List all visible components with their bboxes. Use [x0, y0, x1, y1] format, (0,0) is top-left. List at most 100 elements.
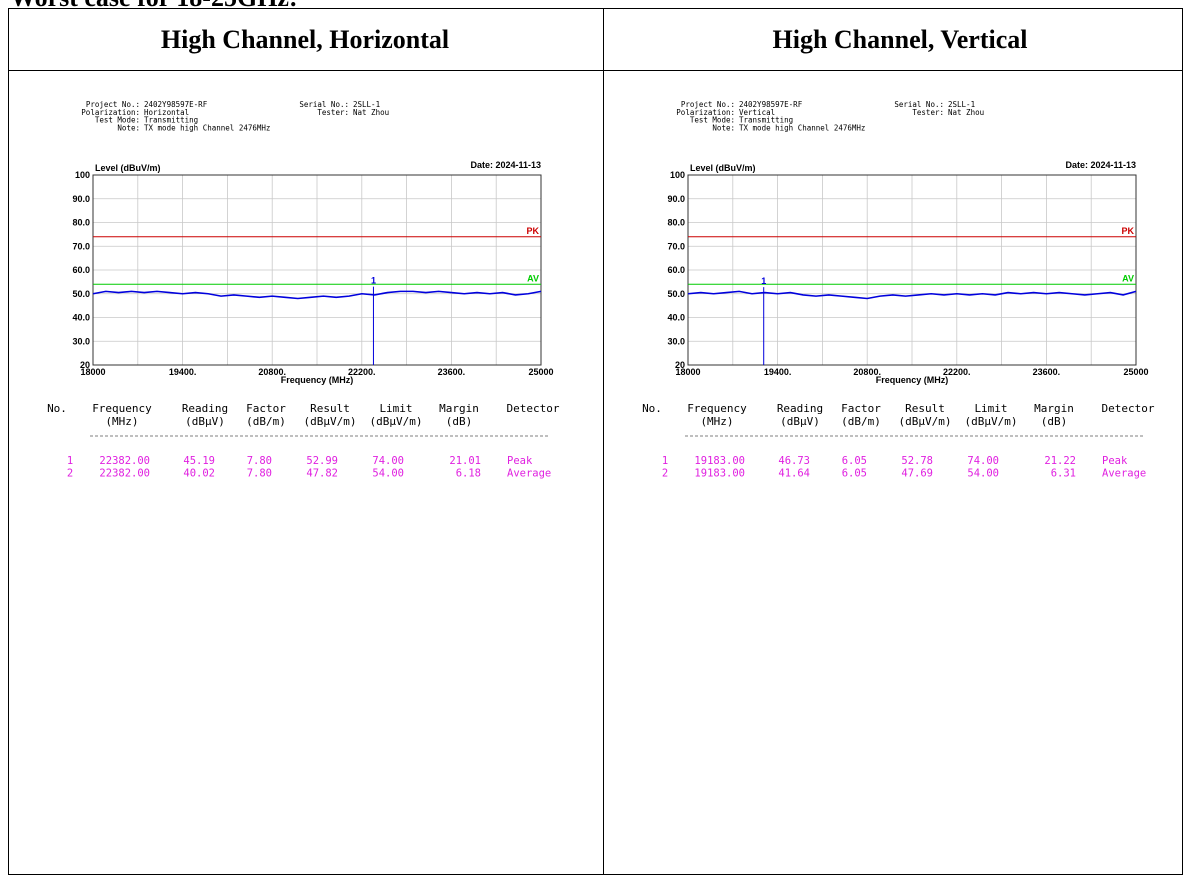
- column-header: Frequency: [687, 402, 747, 415]
- info-label: Serial No.:: [299, 100, 349, 109]
- x-tick-label: 19400.: [764, 367, 792, 377]
- y-tick-label: 40.0: [667, 313, 685, 323]
- info-value: TX mode high Channel 2476MHz: [144, 123, 270, 132]
- y-tick-label: 80.0: [72, 218, 90, 228]
- limit-label: PK: [1121, 226, 1134, 236]
- x-axis-label: Frequency (MHz): [876, 375, 949, 385]
- limit-label: PK: [526, 226, 539, 236]
- table-cell: 19183.00: [694, 455, 745, 467]
- y-tick-label: 20: [675, 360, 685, 370]
- marker-label: 1: [371, 276, 376, 286]
- column-header: Limit: [974, 402, 1007, 415]
- column-header: Detector: [507, 402, 560, 415]
- info-label: Test Mode:: [690, 116, 735, 125]
- x-tick-label: 22200.: [348, 367, 376, 377]
- x-tick-label: 25000: [528, 367, 553, 377]
- x-tick-label: 22200.: [943, 367, 971, 377]
- info-label: Note:: [117, 123, 140, 132]
- column-header: No.: [642, 402, 662, 415]
- x-tick-label: 18000: [80, 367, 105, 377]
- y-tick-label: 20: [80, 360, 90, 370]
- x-tick-label: 20800.: [258, 367, 286, 377]
- table-cell: 1: [67, 455, 73, 467]
- info-label: Project No.:: [681, 100, 735, 109]
- table-cell: 54.00: [967, 468, 999, 480]
- table-cell: 41.64: [778, 468, 810, 480]
- table-cell: 74.00: [372, 455, 404, 467]
- table-cell: 6.05: [842, 455, 867, 467]
- y-tick-label: 50.0: [667, 289, 685, 299]
- info-value: Transmitting: [739, 116, 793, 125]
- y-tick-label: 60.0: [667, 265, 685, 275]
- info-label: Note:: [712, 123, 735, 132]
- column-header: Factor: [246, 402, 286, 415]
- info-value: 2SLL-1: [353, 100, 380, 109]
- column-header: Frequency: [92, 402, 152, 415]
- table-cell: 52.99: [306, 455, 338, 467]
- table-cell: 6.18: [456, 468, 481, 480]
- column-unit: (dB): [1041, 415, 1068, 428]
- info-value: Nat Zhou: [353, 108, 389, 117]
- x-axis-label: Frequency (MHz): [281, 375, 354, 385]
- panel-heading: High Channel, Vertical: [773, 25, 1028, 54]
- plot-frame: [687, 174, 1137, 366]
- panel-heading: High Channel, Horizontal: [161, 25, 449, 54]
- table-cell: Peak: [1102, 455, 1128, 467]
- column-unit: (dB/m): [841, 415, 881, 428]
- table-cell: 54.00: [372, 468, 404, 480]
- table-cell: 47.69: [901, 468, 933, 480]
- info-label: Polarization:: [81, 108, 140, 117]
- y-tick-label: 80.0: [667, 218, 685, 228]
- column-header: Margin: [439, 402, 479, 415]
- table-cell: 52.78: [901, 455, 933, 467]
- column-unit: (dB): [446, 415, 473, 428]
- table-cell: Average: [507, 468, 551, 480]
- info-value: Transmitting: [144, 116, 198, 125]
- column-unit: (dBμV/m): [899, 415, 952, 428]
- column-header: No.: [47, 402, 67, 415]
- info-label: Tester:: [317, 108, 349, 117]
- table-cell: 74.00: [967, 455, 999, 467]
- info-label: Project No.:: [86, 100, 140, 109]
- marker-label: 1: [761, 276, 766, 286]
- column-unit: (dBμV/m): [304, 415, 357, 428]
- table-cell: 6.05: [842, 468, 867, 480]
- y-tick-label: 100: [670, 170, 685, 180]
- column-header: Reading: [777, 402, 823, 415]
- date-label: Date: 2024-11-13: [1065, 160, 1136, 170]
- table-cell: 6.31: [1051, 468, 1076, 480]
- column-unit: (dBμV/m): [965, 415, 1018, 428]
- column-header: Detector: [1102, 402, 1155, 415]
- table-cell: 2: [662, 468, 668, 480]
- column-unit: (dBμV/m): [370, 415, 423, 428]
- column-header: Factor: [841, 402, 881, 415]
- y-tick-label: 90.0: [667, 194, 685, 204]
- table-border: [8, 8, 1183, 875]
- info-value: 2402Y98597E-RF: [739, 100, 803, 109]
- column-unit: (dB/m): [246, 415, 286, 428]
- table-cell: 22382.00: [99, 468, 150, 480]
- table-cell: 46.73: [778, 455, 810, 467]
- info-label: Serial No.:: [894, 100, 944, 109]
- trace: [92, 290, 542, 300]
- x-tick-label: 19400.: [169, 367, 197, 377]
- info-value: Nat Zhou: [948, 108, 984, 117]
- x-tick-label: 23600.: [1033, 367, 1061, 377]
- table-cell: 21.22: [1044, 455, 1076, 467]
- y-tick-label: 70.0: [72, 241, 90, 251]
- column-unit: (dBμV): [780, 415, 820, 428]
- table-cell: Peak: [507, 455, 533, 467]
- limit-label: AV: [1122, 273, 1134, 283]
- info-value: TX mode high Channel 2476MHz: [739, 123, 865, 132]
- y-axis-label: Level (dBuV/m): [690, 163, 756, 173]
- info-value: Vertical: [739, 108, 775, 117]
- info-label: Polarization:: [676, 108, 735, 117]
- y-tick-label: 30.0: [72, 336, 90, 346]
- y-tick-label: 40.0: [72, 313, 90, 323]
- column-unit: (MHz): [700, 415, 733, 428]
- x-tick-label: 20800.: [853, 367, 881, 377]
- table-cell: 45.19: [183, 455, 215, 467]
- table-cell: 47.82: [306, 468, 338, 480]
- x-tick-label: 25000: [1123, 367, 1148, 377]
